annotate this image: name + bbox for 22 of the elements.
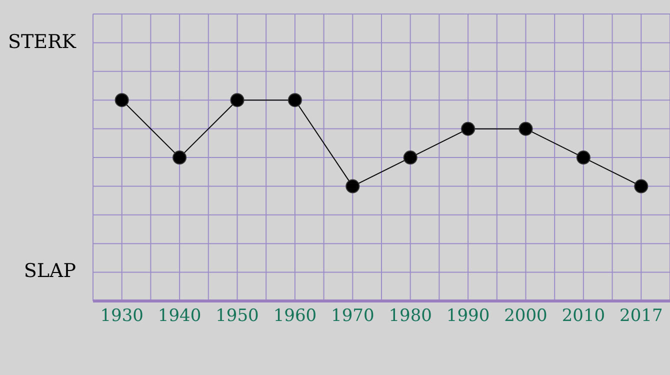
x-tick-label: 1950	[216, 306, 259, 326]
point	[346, 179, 360, 194]
x-tick-label: 2000	[504, 306, 548, 326]
point	[576, 150, 590, 165]
point	[634, 179, 648, 194]
x-tick-label: 1980	[388, 306, 432, 326]
point	[518, 122, 533, 136]
point	[230, 93, 244, 108]
point	[114, 93, 129, 108]
x-tick-label: 1940	[158, 306, 202, 326]
x-tick-label: 1930	[100, 306, 144, 326]
x-tick-label: 1960	[273, 306, 317, 326]
text: SLAP	[24, 260, 76, 282]
text: STERK	[8, 30, 76, 53]
x-tick-label: 2017	[620, 306, 663, 326]
point	[403, 150, 418, 165]
x-tick-label: 1990	[446, 306, 490, 326]
x-tick-label: 1970	[331, 306, 374, 326]
point	[288, 93, 302, 108]
point	[461, 122, 476, 136]
point	[172, 150, 187, 165]
x-tick-label: 2010	[562, 306, 606, 326]
